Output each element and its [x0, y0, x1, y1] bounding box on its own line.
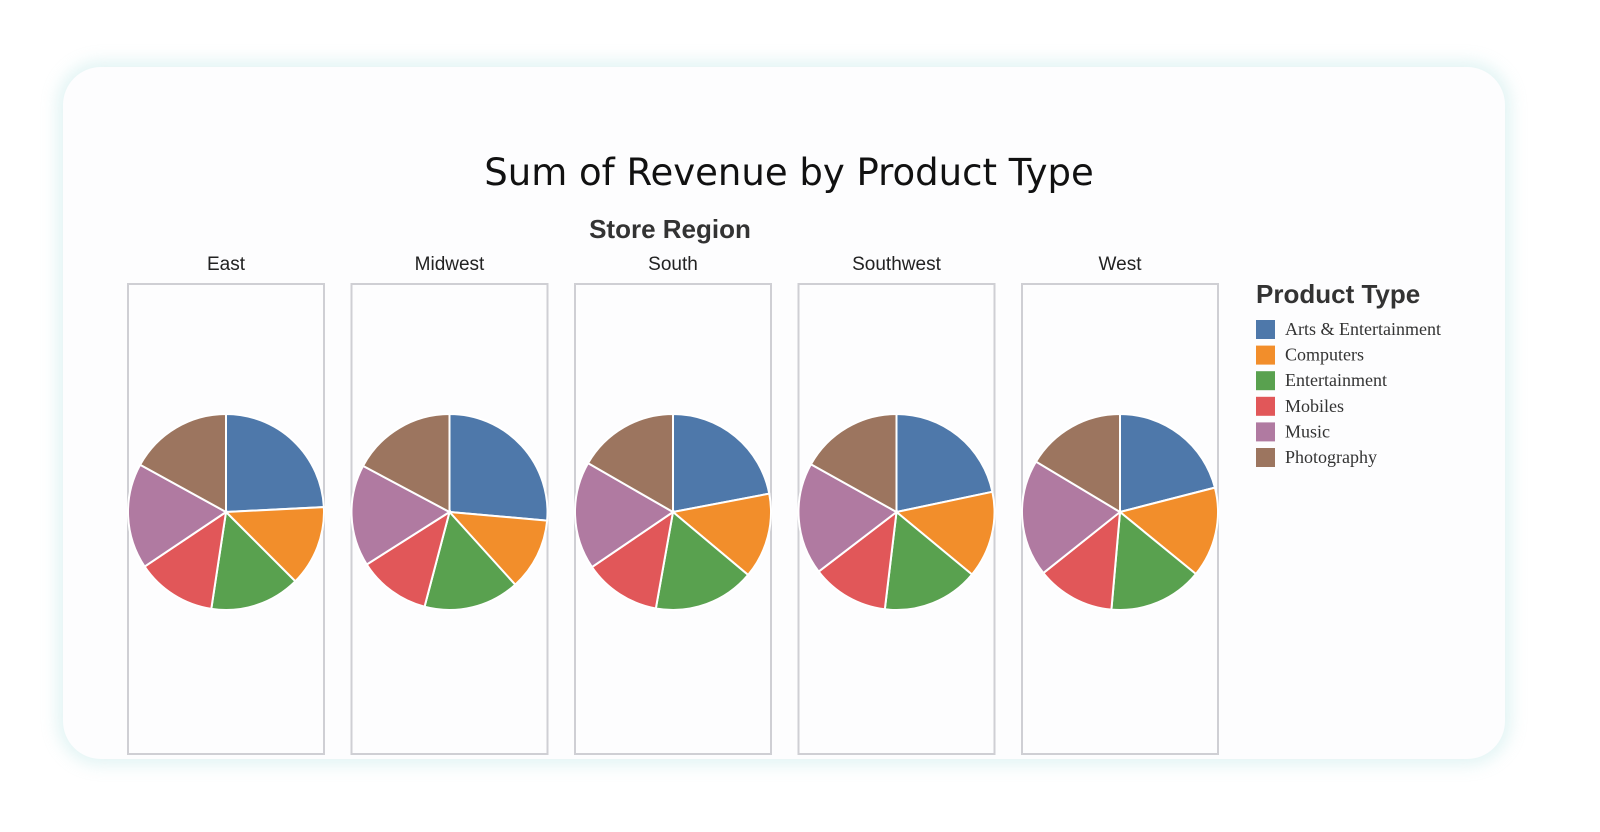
facet-west: West	[1021, 254, 1219, 755]
pie-slice-entertainment[interactable]	[654, 510, 750, 611]
pie-slice-computers[interactable]	[1117, 486, 1219, 576]
legend-swatch	[1256, 448, 1275, 467]
pie-slice-mobiles[interactable]	[1041, 509, 1122, 611]
pie-slice-photography[interactable]	[1034, 412, 1121, 514]
pie-slice-music[interactable]	[350, 464, 452, 566]
legend-swatch	[1256, 396, 1275, 416]
legend-item[interactable]: Music	[1256, 421, 1330, 442]
pie-slice-arts-entertainment[interactable]	[448, 412, 549, 522]
facet-label: East	[207, 254, 246, 275]
pie-slice-entertainment[interactable]	[1110, 510, 1198, 611]
pie-slice-entertainment[interactable]	[210, 509, 297, 611]
pie-slice-arts-entertainment[interactable]	[1119, 412, 1217, 514]
facet-panels: East Midwest South Southwest West	[127, 254, 1219, 755]
facet-east: East	[127, 254, 325, 755]
legend-item[interactable]: Computers	[1256, 345, 1364, 365]
pie-slice-entertainment[interactable]	[423, 509, 517, 611]
facet-south: South	[574, 254, 772, 755]
chart-svg: Sum of Revenue by Product Type Store Reg…	[127, 151, 1441, 755]
legend-label: Music	[1285, 421, 1330, 441]
chart-title: Sum of Revenue by Product Type	[484, 151, 1093, 194]
pie-slice-photography[interactable]	[361, 412, 451, 514]
pie-slice-computers[interactable]	[223, 506, 325, 583]
legend-label: Arts & Entertainment	[1285, 319, 1441, 339]
pie-slice-arts-entertainment[interactable]	[225, 412, 325, 514]
legend-item[interactable]: Photography	[1256, 447, 1377, 467]
legend-item[interactable]: Arts & Entertainment	[1256, 319, 1441, 339]
pie-slice-mobiles[interactable]	[590, 509, 675, 610]
legend-label: Mobiles	[1285, 396, 1344, 416]
pie-slice-music[interactable]	[1021, 460, 1122, 575]
legend-label: Entertainment	[1285, 370, 1387, 390]
pie-slice-mobiles[interactable]	[365, 509, 452, 608]
pie-slice-entertainment[interactable]	[883, 510, 974, 611]
facet-midwest: Midwest	[350, 254, 549, 755]
pie-slice-photography[interactable]	[138, 412, 227, 514]
legend-label: Photography	[1285, 447, 1377, 467]
facet-southwest: Southwest	[797, 254, 996, 755]
facet-label: Midwest	[415, 254, 485, 275]
pie-slice-arts-entertainment[interactable]	[672, 412, 771, 514]
pie-slice-music[interactable]	[127, 463, 228, 568]
pie-slice-mobiles[interactable]	[817, 509, 898, 611]
legend-item[interactable]: Mobiles	[1256, 396, 1344, 416]
pie-slice-computers[interactable]	[447, 510, 549, 587]
pie-slice-photography[interactable]	[586, 412, 674, 514]
legend-swatch	[1256, 320, 1275, 339]
facet-label: South	[648, 254, 698, 275]
chart-card: Sum of Revenue by Product Type Store Reg…	[63, 67, 1505, 759]
pie-slice-photography[interactable]	[809, 412, 898, 514]
pie-slice-mobiles[interactable]	[143, 509, 228, 611]
legend-title: Product Type	[1256, 279, 1420, 309]
pie-slice-computers[interactable]	[894, 490, 996, 576]
facet-label: Southwest	[852, 254, 941, 275]
legend-label: Computers	[1285, 345, 1364, 365]
legend: Product Type Arts & Entertainment Compute…	[1256, 279, 1441, 467]
legend-swatch	[1256, 371, 1275, 391]
legend-swatch	[1256, 422, 1275, 442]
facet-title: Store Region	[589, 214, 751, 244]
facet-label: West	[1099, 254, 1143, 275]
pie-slice-music[interactable]	[797, 462, 899, 573]
pie-slice-arts-entertainment[interactable]	[895, 412, 994, 514]
legend-swatch	[1256, 345, 1275, 365]
pie-slice-music[interactable]	[574, 461, 675, 569]
legend-item[interactable]: Entertainment	[1256, 370, 1387, 391]
pie-slice-computers[interactable]	[670, 492, 772, 577]
